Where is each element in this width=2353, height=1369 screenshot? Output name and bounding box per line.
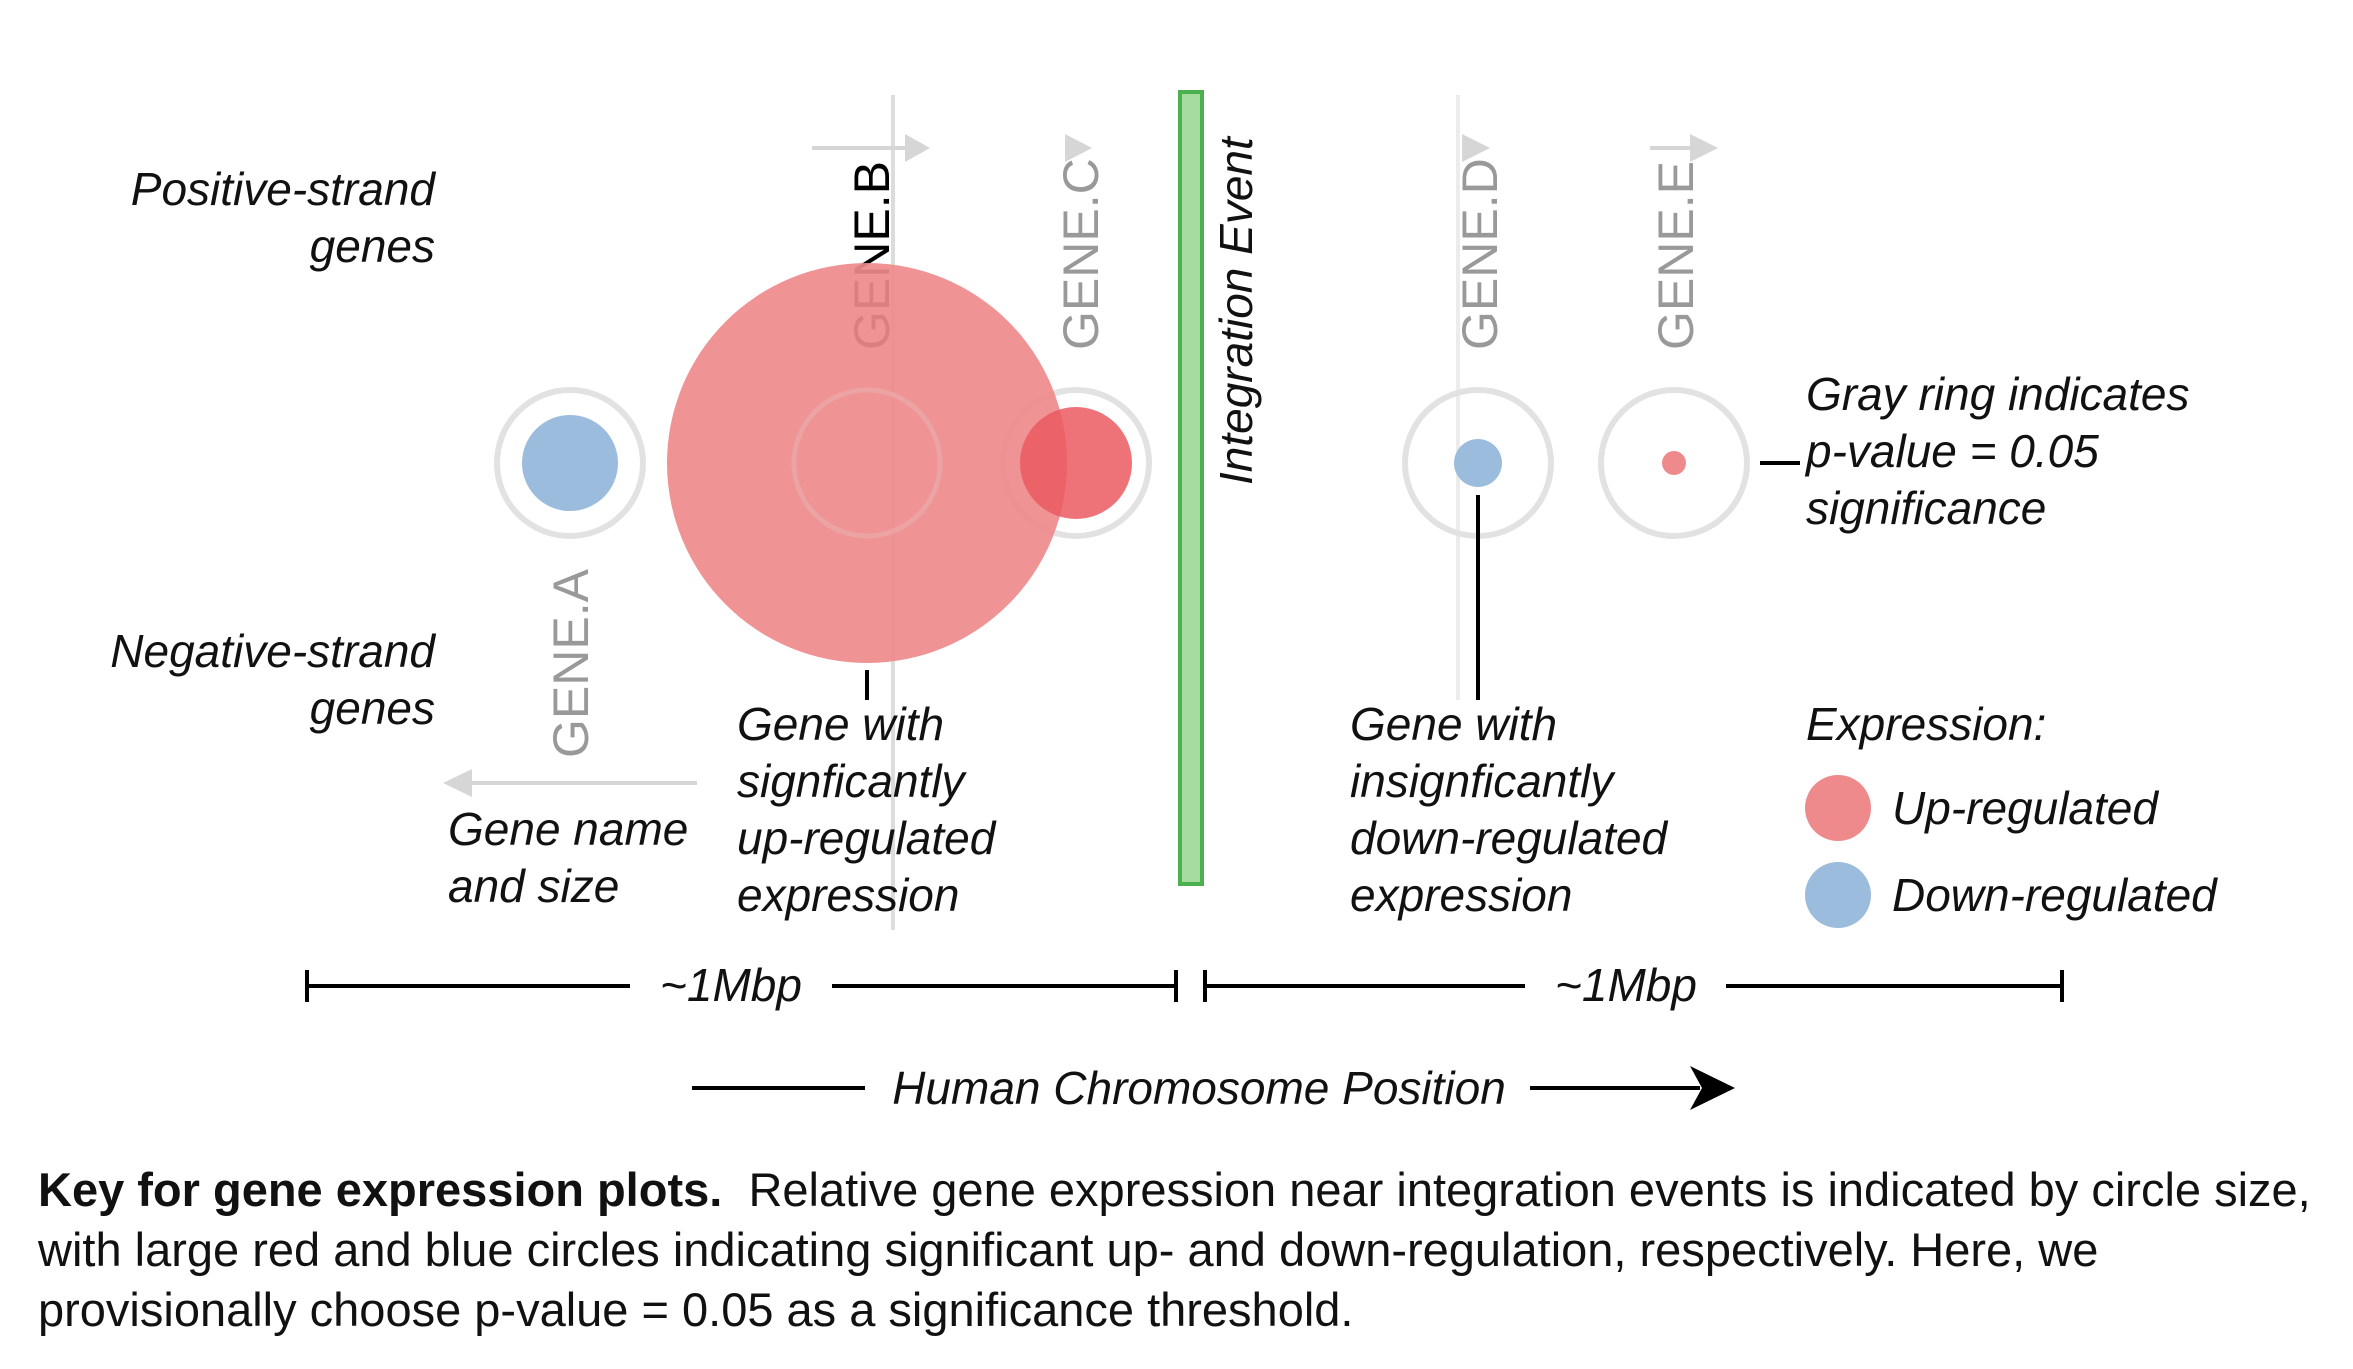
insignificant-down-note-line2: insignficantly xyxy=(1350,755,1616,807)
scale-left-label: ~1Mbp xyxy=(660,959,802,1011)
gene-direction-arrows xyxy=(443,134,1718,797)
legend-down-label: Down-regulated xyxy=(1892,869,2218,921)
axis-arrow-head xyxy=(1690,1066,1735,1110)
gene-a-expression-circle xyxy=(522,415,618,511)
gene-b-expression-circle xyxy=(667,263,1067,663)
insignificant-down-note-line4: expression xyxy=(1350,869,1572,921)
scale-right-label: ~1Mbp xyxy=(1555,959,1697,1011)
gene-e-ring xyxy=(1598,387,1750,539)
significant-up-note-line1: Gene with xyxy=(737,698,944,750)
legend-down-swatch xyxy=(1805,862,1871,928)
gene-d-arrow-head xyxy=(1462,134,1490,162)
gene-b-ring xyxy=(791,387,943,539)
gene-d-label: GENE.D xyxy=(1452,158,1508,350)
integration-event-label: Integration Event xyxy=(1210,135,1262,485)
gene-name-size-note-line1: Gene name xyxy=(448,803,688,855)
gene-a-arrow-head xyxy=(443,769,472,797)
gene-e-expression-circle xyxy=(1662,451,1686,475)
significant-up-note-line3: up-regulated xyxy=(737,812,997,864)
gray-ring-note-line2: p-value = 0.05 xyxy=(1804,425,2099,477)
gene-a-label: GENE.A xyxy=(543,568,599,758)
legend-up-swatch xyxy=(1805,775,1871,841)
gray-ring-note-line1: Gray ring indicates xyxy=(1806,368,2190,420)
gene-c-expression-circle xyxy=(1020,407,1132,519)
gene-e-arrow-head xyxy=(1690,134,1718,162)
gene-e-label: GENE.E xyxy=(1648,161,1704,350)
gene-d-expression-circle xyxy=(1454,439,1502,487)
positive-strand-label-line1: Positive-strand xyxy=(131,163,437,215)
significant-up-note-line4: expression xyxy=(737,869,959,921)
gene-c-label: GENE.C xyxy=(1053,158,1109,350)
figure-caption: Key for gene expression plots. Relative … xyxy=(38,1160,2328,1340)
caption-text: Relative gene expression near integratio… xyxy=(38,1163,2311,1336)
integration-event-bar xyxy=(1178,90,1204,886)
negative-strand-label-line1: Negative-strand xyxy=(110,625,436,677)
legend: Expression: Up-regulated Down-regulated xyxy=(1805,698,2218,928)
gene-a-ring xyxy=(494,387,646,539)
legend-up-label: Up-regulated xyxy=(1892,782,2159,834)
gray-ring-note-line3: significance xyxy=(1806,482,2046,534)
gene-name-size-note-line2: and size xyxy=(448,860,619,912)
insignificant-down-note-line3: down-regulated xyxy=(1350,812,1669,864)
gene-b-arrow-head xyxy=(905,134,930,162)
insignificant-down-note-line1: Gene with xyxy=(1350,698,1557,750)
legend-title: Expression: xyxy=(1806,698,2046,750)
significant-up-note-line2: signficantly xyxy=(737,755,968,807)
negative-strand-label-line2: genes xyxy=(310,682,435,734)
axis-label: Human Chromosome Position xyxy=(892,1062,1506,1114)
caption-title: Key for gene expression plots. xyxy=(38,1163,723,1216)
gene-c-arrow-head xyxy=(1065,134,1092,162)
scale-bars xyxy=(305,970,2064,1002)
positive-strand-label-line2: genes xyxy=(310,220,435,272)
